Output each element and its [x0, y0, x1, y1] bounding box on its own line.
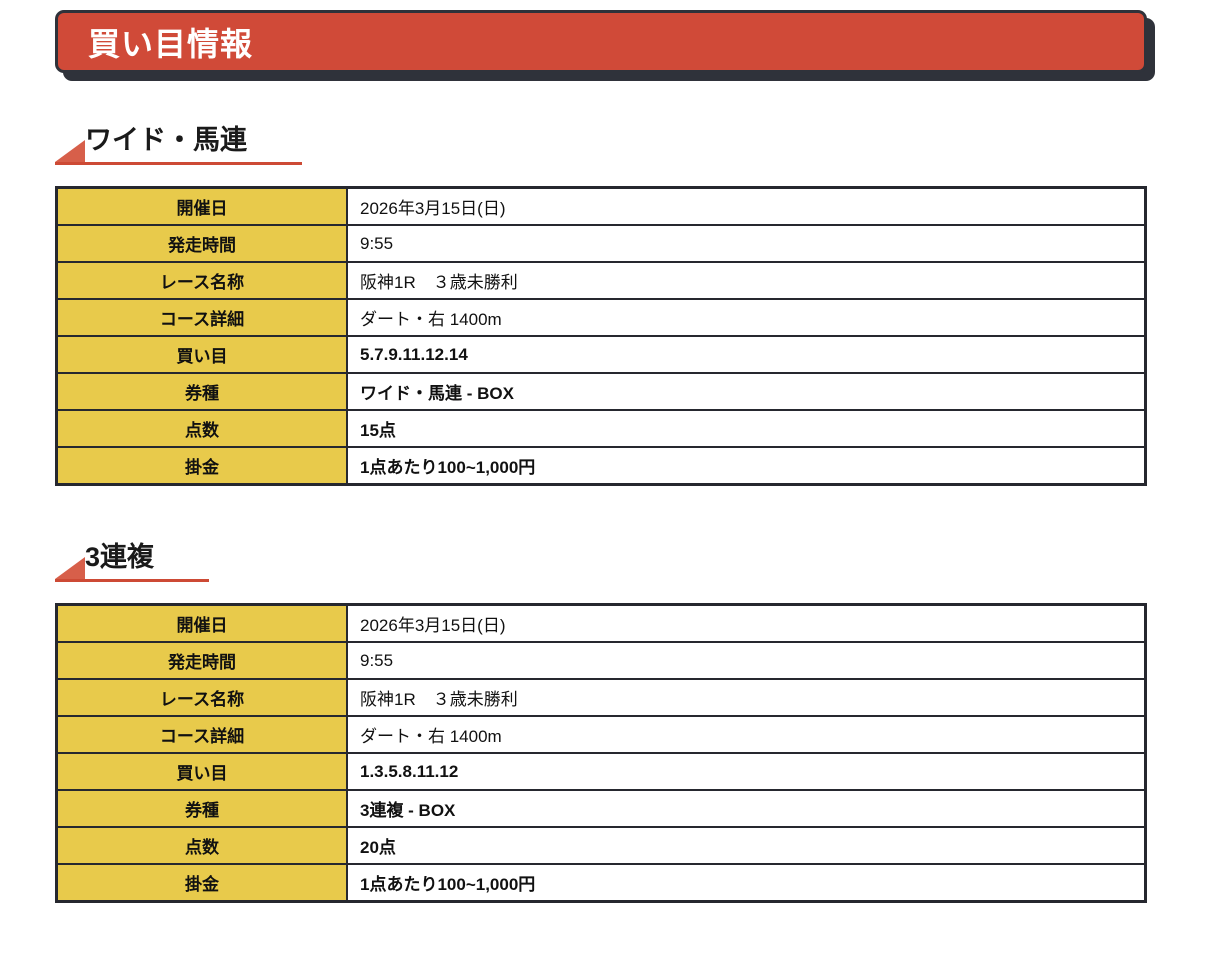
- row-label-cell: 開催日: [55, 603, 348, 644]
- table-row: コース詳細 ダート・右 1400m: [55, 715, 1147, 755]
- table-row: 買い目 5.7.9.11.12.14: [55, 335, 1147, 375]
- row-label-cell: 買い目: [55, 752, 348, 792]
- row-value-cell: 5.7.9.11.12.14: [346, 335, 1147, 375]
- row-value-cell: ダート・右 1400m: [346, 715, 1147, 755]
- row-label-cell: 買い目: [55, 335, 348, 375]
- row-value-cell: ワイド・馬連 - BOX: [346, 372, 1147, 412]
- row-label-cell: 開催日: [55, 186, 348, 227]
- table-row: 発走時間 9:55: [55, 224, 1147, 264]
- table-row: 掛金 1点あたり100~1,000円: [55, 446, 1147, 486]
- table-row: 掛金 1点あたり100~1,000円: [55, 863, 1147, 903]
- row-value-cell: 2026年3月15日(日): [346, 186, 1147, 227]
- row-label-cell: 点数: [55, 826, 348, 866]
- row-label-cell: 発走時間: [55, 224, 348, 264]
- section-heading-label: ワイド・馬連: [85, 125, 247, 155]
- row-label-cell: 掛金: [55, 863, 348, 903]
- table-row: 発走時間 9:55: [55, 641, 1147, 681]
- table-row: 買い目 1.3.5.8.11.12: [55, 752, 1147, 792]
- triangle-marker-icon: [55, 557, 85, 580]
- info-table: 開催日 2026年3月15日(日) 発走時間 9:55 レース名称 阪神1R ３…: [55, 186, 1147, 487]
- page-title: 買い目情報: [88, 25, 254, 62]
- section-wide-umaren: ワイド・馬連 開催日 2026年3月15日(日) 発走時間 9:55 レース名称…: [55, 73, 1147, 487]
- triangle-marker-icon: [55, 140, 85, 163]
- table-row: 開催日 2026年3月15日(日): [55, 603, 1147, 644]
- row-label-cell: レース名称: [55, 261, 348, 301]
- row-label-cell: 掛金: [55, 446, 348, 486]
- table-row: 点数 20点: [55, 826, 1147, 866]
- info-table: 開催日 2026年3月15日(日) 発走時間 9:55 レース名称 阪神1R ３…: [55, 603, 1147, 904]
- row-label-cell: コース詳細: [55, 298, 348, 338]
- row-value-cell: 9:55: [346, 641, 1147, 681]
- table-row: 点数 15点: [55, 409, 1147, 449]
- row-label-cell: コース詳細: [55, 715, 348, 755]
- row-value-cell: 阪神1R ３歳未勝利: [346, 678, 1147, 718]
- row-label-cell: 点数: [55, 409, 348, 449]
- title-banner: 買い目情報: [55, 10, 1147, 73]
- section-sanrenpuku: 3連複 開催日 2026年3月15日(日) 発走時間 9:55 レース名称 阪神…: [55, 486, 1147, 904]
- table-row: コース詳細 ダート・右 1400m: [55, 298, 1147, 338]
- row-value-cell: 15点: [346, 409, 1147, 449]
- row-value-cell: 阪神1R ３歳未勝利: [346, 261, 1147, 301]
- table-row: 開催日 2026年3月15日(日): [55, 186, 1147, 227]
- row-label-cell: レース名称: [55, 678, 348, 718]
- table-row: レース名称 阪神1R ３歳未勝利: [55, 678, 1147, 718]
- section-heading-label: 3連複: [85, 542, 155, 573]
- row-value-cell: 9:55: [346, 224, 1147, 264]
- row-value-cell: ダート・右 1400m: [346, 298, 1147, 338]
- table-row: レース名称 阪神1R ３歳未勝利: [55, 261, 1147, 301]
- section-heading: ワイド・馬連: [55, 125, 302, 166]
- row-value-cell: 3連複 - BOX: [346, 789, 1147, 829]
- table-row: 券種 3連複 - BOX: [55, 789, 1147, 829]
- row-label-cell: 券種: [55, 789, 348, 829]
- row-label-cell: 券種: [55, 372, 348, 412]
- row-value-cell: 1.3.5.8.11.12: [346, 752, 1147, 792]
- row-value-cell: 2026年3月15日(日): [346, 603, 1147, 644]
- table-row: 券種 ワイド・馬連 - BOX: [55, 372, 1147, 412]
- row-value-cell: 20点: [346, 826, 1147, 866]
- row-value-cell: 1点あたり100~1,000円: [346, 863, 1147, 903]
- content-container: 買い目情報 ワイド・馬連 開催日 2026年3月15日(日) 発走時間 9:55: [55, 10, 1147, 904]
- row-value-cell: 1点あたり100~1,000円: [346, 446, 1147, 486]
- row-label-cell: 発走時間: [55, 641, 348, 681]
- section-heading: 3連複: [55, 542, 210, 583]
